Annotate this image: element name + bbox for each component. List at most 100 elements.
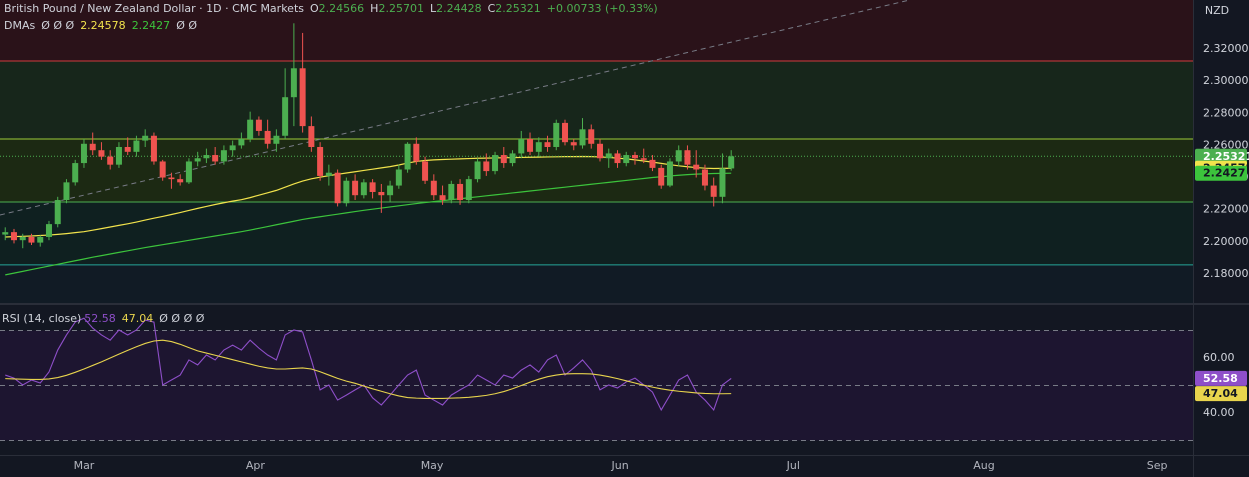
candle-body (28, 236, 35, 243)
currency-label: NZD (1205, 4, 1229, 17)
candle-body (544, 142, 551, 148)
y-tick-label: 2.32000 (1203, 42, 1249, 55)
price-tag-label: 2.2427 (1203, 167, 1245, 180)
candle-body (439, 195, 446, 201)
candle-body (107, 156, 114, 165)
candle-body (203, 155, 210, 159)
candle-body (352, 180, 359, 196)
y-tick-label: 2.26000 (1203, 138, 1249, 151)
candle-body (247, 119, 254, 139)
candle-body (518, 138, 525, 154)
price-tag-label: 52.58 (1203, 372, 1238, 385)
rsi-value: 47.04 (122, 312, 154, 325)
ohlc-value: 2.25701 (378, 2, 424, 15)
candle-body (360, 182, 367, 196)
candle-body (98, 150, 105, 157)
candle-body (675, 150, 682, 162)
candle-body (177, 179, 184, 183)
candle-body (45, 224, 52, 237)
candle-body (448, 183, 455, 201)
candle-body (264, 130, 271, 144)
candle-body (719, 168, 726, 197)
candle-body (255, 119, 262, 131)
candle-body (596, 143, 603, 159)
candle-body (229, 145, 236, 151)
candle-body (115, 147, 122, 165)
candle-body (133, 140, 140, 152)
x-tick-label: Jun (611, 459, 629, 472)
y-tick-label: 60.00 (1203, 351, 1235, 364)
candle-body (693, 164, 700, 170)
candle-body (334, 172, 341, 204)
candle-body (317, 147, 324, 176)
candle-body (465, 179, 472, 201)
candle-body (535, 142, 542, 152)
candle-body (710, 185, 717, 197)
candle-body (150, 135, 157, 162)
candle-body (701, 169, 708, 186)
rsi-line (5, 339, 732, 399)
candle-body (325, 172, 332, 176)
candle-body (220, 150, 227, 162)
candle-body (605, 153, 612, 159)
candle-body (457, 183, 464, 201)
candle-body (299, 68, 306, 127)
candle-body (89, 143, 96, 151)
candle-body (387, 185, 394, 196)
y-tick-label: 2.28000 (1203, 106, 1249, 119)
candle-body (238, 138, 245, 146)
candle-body (194, 158, 201, 162)
price-tag-label: 47.04 (1203, 387, 1238, 400)
candle-body (553, 122, 560, 148)
candle-body (527, 138, 534, 152)
candle-body (308, 126, 315, 148)
candle-body (623, 155, 630, 164)
ohlc-label: C (488, 2, 496, 15)
price-tag (1195, 370, 1247, 386)
candle-body (684, 150, 691, 165)
candle-body (666, 161, 673, 186)
candle-body (649, 159, 656, 168)
price-tag-label: 2.25321 (1203, 150, 1249, 163)
candle-body (640, 158, 647, 160)
price-tag (1195, 165, 1247, 181)
rsi-value: 52.58 (84, 312, 116, 325)
x-tick-label: Aug (973, 459, 994, 472)
trend-line (0, 0, 910, 216)
legend-value: 2.2427 (132, 19, 171, 32)
price-tag (1195, 148, 1247, 164)
candle-body (588, 129, 595, 144)
candle-body (500, 155, 507, 164)
candle-body (413, 143, 420, 162)
rsi-line (5, 317, 732, 412)
zone (0, 264, 1193, 303)
zone (0, 0, 1193, 62)
candle-body (212, 155, 219, 162)
candle-body (509, 153, 516, 164)
candle-body (37, 236, 44, 243)
candle-body (54, 200, 61, 225)
x-tick-label: Apr (246, 459, 266, 472)
y-tick-label: 2.18000 (1203, 267, 1249, 280)
candle-body (159, 161, 166, 178)
candle-body (422, 161, 429, 181)
ohlc-label: L (430, 2, 437, 15)
legend-value: 2.24578 (80, 19, 126, 32)
ohlc-value: 2.24428 (436, 2, 482, 15)
y-tick-label: 40.00 (1203, 406, 1235, 419)
candle-body (80, 143, 87, 164)
candle-body (124, 147, 131, 152)
x-tick-label: Jul (786, 459, 800, 472)
candle-body (282, 97, 289, 136)
candle-body (404, 143, 411, 170)
chart-title: British Pound / New Zealand Dollar · 1D … (4, 2, 304, 15)
ohlc-label: O (310, 2, 319, 15)
candle-body (570, 142, 577, 146)
y-tick-label: 2.30000 (1203, 74, 1249, 87)
x-tick-label: Sep (1147, 459, 1168, 472)
candle-body (273, 135, 280, 144)
price-tag (1195, 386, 1247, 402)
candle-body (395, 169, 402, 186)
candle-body (614, 153, 621, 164)
